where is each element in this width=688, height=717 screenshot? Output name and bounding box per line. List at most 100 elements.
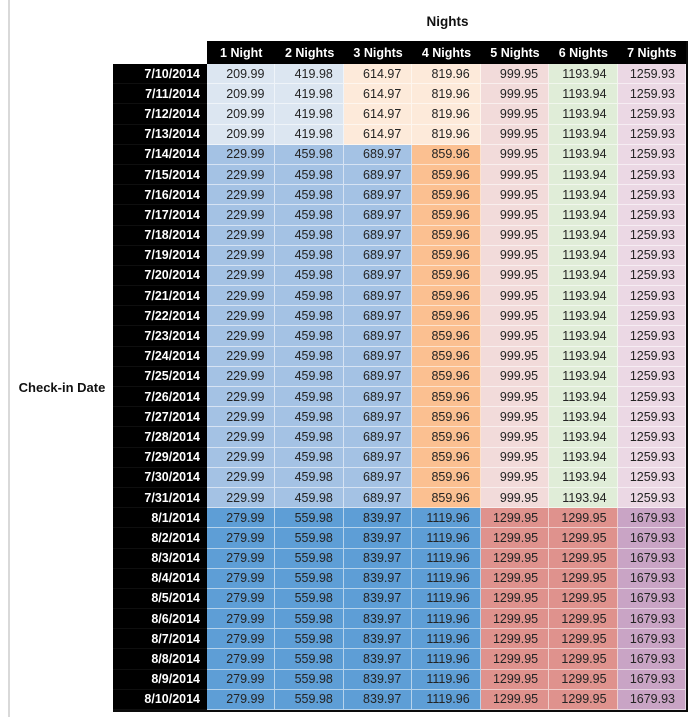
price-cell[interactable]: 689.97	[343, 245, 413, 266]
price-cell[interactable]: 1119.96	[412, 629, 481, 650]
price-cell[interactable]: 689.97	[343, 306, 413, 327]
price-cell[interactable]: 839.97	[343, 629, 413, 650]
price-cell[interactable]: 1299.95	[549, 568, 618, 589]
row-header-date[interactable]: 7/29/2014	[113, 447, 207, 468]
price-cell[interactable]: 999.95	[480, 306, 550, 327]
price-cell[interactable]: 459.98	[275, 407, 344, 428]
price-cell[interactable]: 859.96	[412, 346, 481, 367]
price-cell[interactable]: 999.95	[480, 387, 550, 408]
price-cell[interactable]: 999.95	[480, 286, 550, 307]
price-cell[interactable]: 1119.96	[412, 669, 481, 690]
price-cell[interactable]: 1259.93	[617, 265, 686, 287]
price-cell[interactable]: 459.98	[275, 467, 344, 488]
price-cell[interactable]: 859.96	[412, 265, 481, 287]
price-cell[interactable]: 229.99	[207, 144, 276, 165]
price-cell[interactable]: 229.99	[207, 447, 276, 468]
price-cell[interactable]: 1193.94	[549, 487, 618, 509]
price-cell[interactable]: 1299.95	[549, 528, 618, 549]
price-cell[interactable]: 279.99	[207, 649, 276, 670]
price-cell[interactable]: 614.97	[343, 124, 413, 145]
price-cell[interactable]: 459.98	[275, 306, 344, 327]
price-cell[interactable]: 279.99	[207, 548, 276, 569]
price-cell[interactable]: 1193.94	[549, 164, 618, 186]
price-cell[interactable]: 279.99	[207, 508, 276, 529]
price-cell[interactable]: 1119.96	[412, 548, 481, 569]
price-cell[interactable]: 559.98	[275, 508, 344, 529]
price-cell[interactable]: 689.97	[343, 407, 413, 428]
row-header-date[interactable]: 8/8/2014	[113, 649, 207, 670]
row-header-date[interactable]: 8/3/2014	[113, 548, 207, 569]
price-cell[interactable]: 229.99	[207, 265, 276, 287]
price-cell[interactable]: 999.95	[480, 326, 550, 347]
price-cell[interactable]: 859.96	[412, 326, 481, 347]
price-cell[interactable]: 1259.93	[617, 124, 686, 145]
price-cell[interactable]: 839.97	[343, 609, 413, 630]
row-header-date[interactable]: 8/9/2014	[113, 669, 207, 690]
price-cell[interactable]: 839.97	[343, 548, 413, 569]
price-cell[interactable]: 1259.93	[617, 467, 686, 488]
price-cell[interactable]: 839.97	[343, 568, 413, 589]
row-header-date[interactable]: 8/2/2014	[113, 528, 207, 549]
price-cell[interactable]: 419.98	[275, 64, 344, 85]
price-cell[interactable]: 839.97	[343, 649, 413, 670]
price-cell[interactable]: 459.98	[275, 487, 344, 509]
price-cell[interactable]: 689.97	[343, 205, 413, 226]
price-cell[interactable]: 1299.95	[480, 548, 550, 569]
price-cell[interactable]: 859.96	[412, 205, 481, 226]
row-header-date[interactable]: 7/18/2014	[113, 225, 207, 246]
price-cell[interactable]: 1299.95	[549, 508, 618, 529]
row-header-date[interactable]: 7/15/2014	[113, 164, 207, 186]
price-cell[interactable]: 1259.93	[617, 387, 686, 408]
row-header-date[interactable]: 7/11/2014	[113, 84, 207, 105]
price-cell[interactable]: 1259.93	[617, 306, 686, 327]
price-cell[interactable]: 859.96	[412, 427, 481, 448]
price-cell[interactable]: 1193.94	[549, 185, 618, 206]
price-cell[interactable]: 1299.95	[480, 649, 550, 670]
price-cell[interactable]: 999.95	[480, 144, 550, 165]
price-cell[interactable]: 1299.95	[480, 568, 550, 589]
row-header-date[interactable]: 8/7/2014	[113, 629, 207, 650]
row-header-date[interactable]: 8/4/2014	[113, 568, 207, 589]
price-cell[interactable]: 559.98	[275, 669, 344, 690]
price-cell[interactable]: 1119.96	[412, 609, 481, 630]
price-cell[interactable]: 1299.95	[549, 548, 618, 569]
price-cell[interactable]: 1119.96	[412, 649, 481, 670]
price-cell[interactable]: 1259.93	[617, 245, 686, 266]
price-cell[interactable]: 559.98	[275, 649, 344, 670]
price-cell[interactable]: 1119.96	[412, 588, 481, 610]
price-cell[interactable]: 1299.95	[549, 588, 618, 610]
price-cell[interactable]: 459.98	[275, 326, 344, 347]
price-cell[interactable]: 209.99	[207, 64, 276, 85]
price-cell[interactable]: 459.98	[275, 164, 344, 186]
price-cell[interactable]: 1259.93	[617, 427, 686, 448]
price-cell[interactable]: 1259.93	[617, 144, 686, 165]
price-cell[interactable]: 279.99	[207, 528, 276, 549]
price-cell[interactable]: 1679.93	[617, 568, 686, 589]
price-cell[interactable]: 689.97	[343, 326, 413, 347]
price-cell[interactable]: 459.98	[275, 366, 344, 387]
price-cell[interactable]: 419.98	[275, 84, 344, 105]
row-header-date[interactable]: 7/16/2014	[113, 185, 207, 206]
price-cell[interactable]: 229.99	[207, 387, 276, 408]
price-cell[interactable]: 1259.93	[617, 84, 686, 105]
price-cell[interactable]: 229.99	[207, 407, 276, 428]
price-cell[interactable]: 859.96	[412, 467, 481, 488]
price-cell[interactable]: 999.95	[480, 467, 550, 488]
price-cell[interactable]: 999.95	[480, 64, 550, 85]
column-header-5-nights[interactable]: 5 Nights	[490, 45, 540, 60]
row-header-date[interactable]: 7/17/2014	[113, 205, 207, 226]
price-cell[interactable]: 1259.93	[617, 205, 686, 226]
price-cell[interactable]: 1193.94	[549, 306, 618, 327]
price-cell[interactable]: 419.98	[275, 104, 344, 125]
price-cell[interactable]: 1299.95	[480, 669, 550, 690]
price-cell[interactable]: 614.97	[343, 64, 413, 85]
price-cell[interactable]: 999.95	[480, 346, 550, 367]
price-cell[interactable]: 1299.95	[480, 508, 550, 529]
price-cell[interactable]: 999.95	[480, 124, 550, 145]
price-cell[interactable]: 1193.94	[549, 124, 618, 145]
price-cell[interactable]: 459.98	[275, 447, 344, 468]
price-cell[interactable]: 1259.93	[617, 164, 686, 186]
price-cell[interactable]: 1119.96	[412, 528, 481, 549]
price-cell[interactable]: 279.99	[207, 609, 276, 630]
price-cell[interactable]: 229.99	[207, 467, 276, 488]
